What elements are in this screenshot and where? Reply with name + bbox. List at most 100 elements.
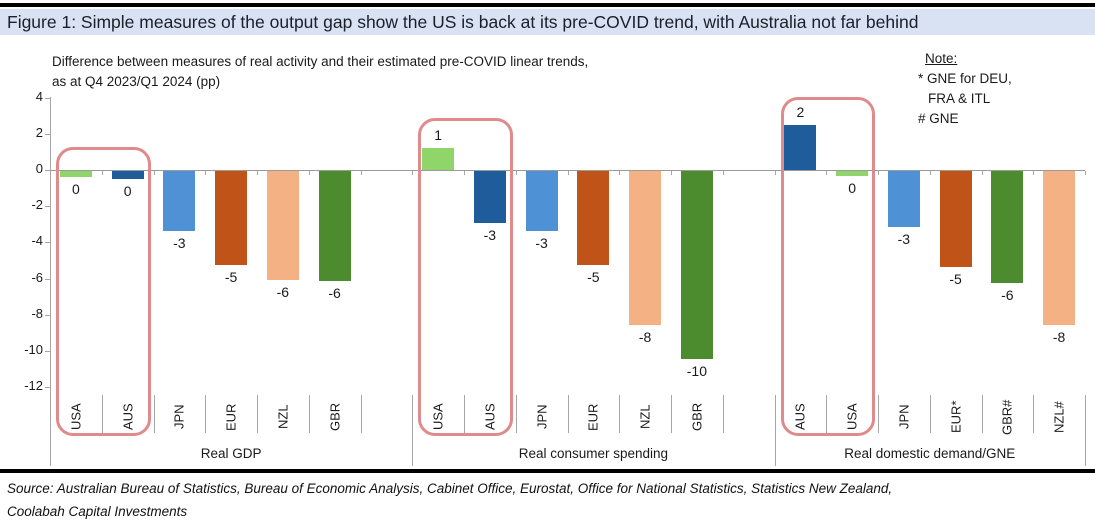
group-label: Real consumer spending	[518, 446, 669, 461]
x-axis-zero-line	[50, 170, 1085, 171]
bar-value-label: -8	[638, 328, 652, 345]
category-separator	[205, 395, 207, 433]
x-axis-tick	[205, 171, 207, 175]
category-separator	[722, 395, 724, 433]
category-separator	[567, 395, 569, 433]
category-label: EUR	[223, 403, 239, 431]
y-axis-tick-label: -8	[31, 305, 43, 321]
x-axis-tick	[774, 171, 776, 175]
x-axis-tick	[101, 171, 103, 175]
x-axis-tick	[981, 171, 983, 175]
y-axis-tick-label: -4	[31, 233, 43, 249]
bar-value-label: -6	[276, 283, 290, 300]
x-axis-tick	[360, 171, 362, 175]
title-bar: Figure 1: Simple measures of the output …	[0, 9, 1095, 35]
bar-JPN	[163, 171, 196, 231]
category-separator	[981, 395, 983, 433]
bottom-rule	[0, 469, 1095, 473]
source-line-2: Coolabah Capital Investments	[7, 504, 188, 519]
category-label: NZL#	[1051, 401, 1067, 433]
bar-NZL	[266, 171, 299, 280]
category-label: JPN	[171, 404, 187, 430]
group-separator	[774, 395, 776, 466]
bar-NZL	[1043, 171, 1076, 325]
y-axis-tick	[45, 387, 50, 389]
note-line: FRA & ITL	[928, 91, 991, 106]
chart-subtitle: Difference between measures of real acti…	[52, 52, 588, 92]
group-separator	[1085, 395, 1086, 466]
group-label: Real domestic demand/GNE	[844, 446, 1016, 461]
y-axis-tick-label: 2	[35, 124, 43, 140]
category-separator	[619, 395, 621, 433]
category-label: JPN	[534, 404, 550, 430]
x-axis-tick	[412, 171, 414, 175]
figure-title: Figure 1: Simple measures of the output …	[7, 12, 919, 32]
bar-AUS	[473, 171, 506, 224]
y-axis-line	[50, 97, 51, 466]
group-label: Real GDP	[200, 446, 262, 461]
x-axis-tick	[878, 171, 879, 175]
bar-GBR	[318, 171, 351, 282]
y-axis-tick	[45, 351, 50, 352]
x-axis-tick	[619, 171, 621, 175]
bar-value-label: -5	[224, 269, 238, 286]
category-label: JPN	[896, 404, 912, 430]
category-separator	[257, 395, 258, 433]
category-label: GBR	[689, 402, 705, 432]
y-axis-tick-label: -10	[24, 342, 43, 357]
category-label: GBR	[327, 402, 343, 432]
bar-value-label: -3	[483, 227, 497, 244]
group-separator	[50, 395, 51, 466]
bar-value-label: -5	[949, 270, 962, 287]
category-label: NZL	[275, 404, 291, 430]
y-axis-tick	[45, 242, 50, 244]
y-axis-tick	[45, 97, 50, 99]
highlight-outline	[56, 147, 151, 436]
note-line: * GNE for DEU,	[918, 71, 1012, 86]
category-separator	[515, 395, 517, 433]
x-axis-tick	[515, 171, 517, 175]
bar-value-label: 0	[848, 180, 857, 197]
y-axis-tick	[45, 206, 50, 208]
bar-AUS	[111, 171, 144, 180]
category-label: NZL	[637, 404, 653, 430]
x-axis-tick	[826, 171, 828, 175]
x-axis-tick	[50, 171, 51, 175]
y-axis-tick-label: -12	[24, 378, 43, 394]
bar-NZL	[629, 171, 662, 325]
category-separator	[671, 395, 672, 433]
y-axis-tick-label: -2	[31, 197, 43, 213]
chart-note: Note: * GNE for DEU, FRA & ITL # GNE	[918, 49, 1012, 129]
subtitle-line-1: Difference between measures of real acti…	[52, 54, 589, 69]
source-line-1: Source: Australian Bureau of Statistics,…	[7, 481, 893, 496]
category-separator	[929, 395, 931, 433]
category-label: GBR#	[999, 399, 1015, 435]
bar-USA	[422, 148, 455, 170]
category-separator	[101, 395, 103, 433]
subtitle-line-2: as at Q4 2023/Q1 2024 (pp)	[52, 74, 221, 89]
category-separator	[1033, 395, 1035, 433]
bar-EUR	[577, 171, 610, 266]
highlight-outline	[780, 97, 875, 436]
category-separator	[308, 395, 310, 433]
y-axis-tick	[45, 278, 50, 280]
x-axis-tick	[1085, 171, 1086, 175]
category-label: EUR	[585, 403, 601, 431]
bar-value-label: -6	[1001, 287, 1014, 304]
bar-value-label: -3	[535, 234, 548, 251]
y-axis-tick	[45, 133, 50, 135]
x-axis-tick	[722, 171, 724, 175]
note-line: # GNE	[918, 111, 959, 126]
y-axis-tick	[45, 314, 50, 316]
bar-JPN	[525, 171, 558, 231]
x-axis-tick	[464, 171, 465, 175]
x-axis-tick	[567, 171, 569, 175]
bar-AUS	[784, 124, 817, 170]
bar-GBR	[680, 171, 713, 360]
bar-value-label: 2	[796, 103, 805, 120]
bar-JPN	[887, 171, 920, 228]
bar-value-label: -3	[897, 231, 911, 248]
x-axis-tick	[257, 171, 258, 175]
category-separator	[153, 395, 155, 433]
